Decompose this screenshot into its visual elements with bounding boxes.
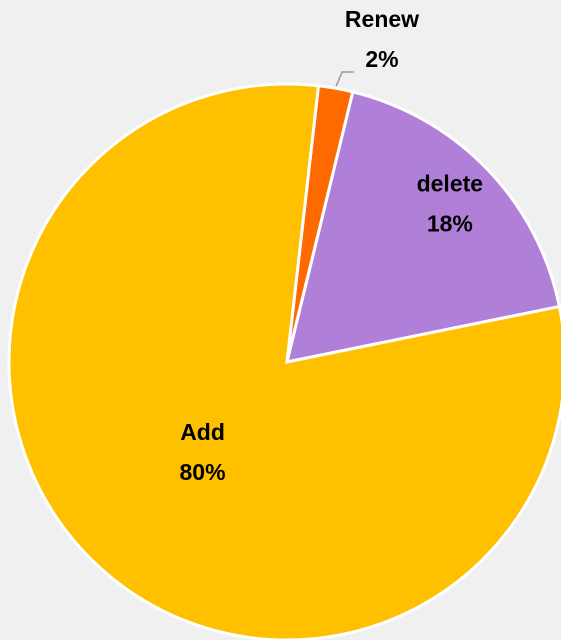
slice-value-label: 80% <box>180 459 226 485</box>
pie-slice <box>7 82 561 640</box>
slice-label: Renew <box>345 6 419 32</box>
slice-label: Add <box>180 419 225 445</box>
slice-label: delete <box>417 170 483 196</box>
slice-value-label: 18% <box>427 210 473 236</box>
leader-line <box>335 71 354 87</box>
pie-slice <box>284 90 561 364</box>
slice-value-label: 2% <box>365 46 398 72</box>
